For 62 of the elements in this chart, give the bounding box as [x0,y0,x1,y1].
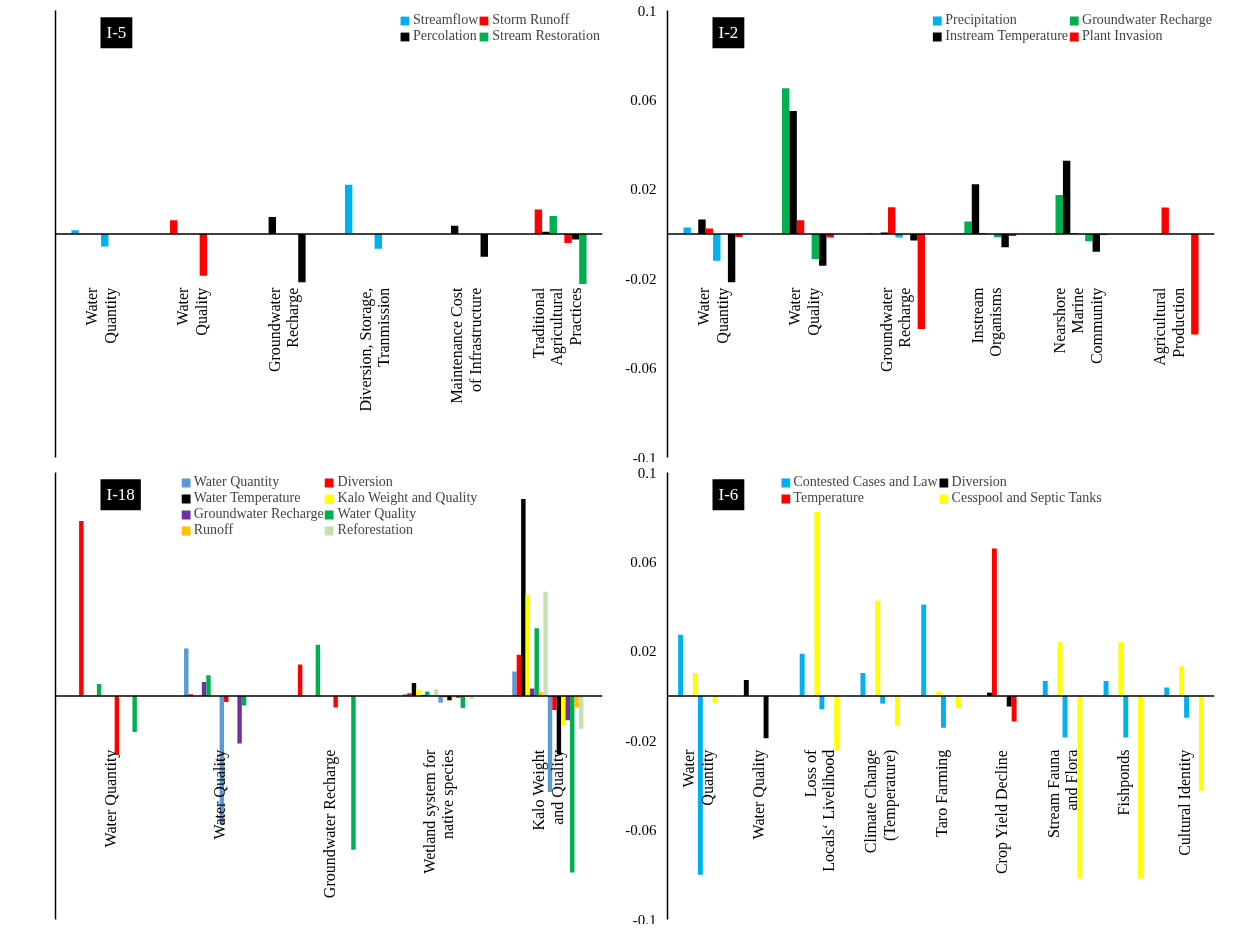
legend-label: Storm Runoff [492,12,570,28]
x-tick-label: Water Quantity [680,748,717,806]
x-tick-label: Wetland system for native species [420,748,458,874]
x-tick-label: Stream Fauna and Flora [1044,749,1081,839]
x-tick-label: Cultural Identity [1175,749,1194,856]
text: I-5 [106,23,127,43]
y-tick-label: -0.06 [625,360,657,377]
legend-label: Groundwater Recharge [193,506,324,522]
x-tick-label: Nearshore Marine Community [1050,287,1106,365]
x-tick-label: Climate Change (Temperature) [862,749,900,854]
y-tick-label: -0.1 [632,911,657,928]
text: I-6 [718,485,739,505]
text: I-2 [718,23,739,43]
legend-label: Stream Restoration [492,28,600,44]
x-tick-label: Water Quality [174,286,212,336]
x-tick-label: Water Quality [786,286,824,336]
legend-label: Groundwater Recharge [1082,12,1212,28]
legend-label: Kalo Weight and Quality [337,490,478,506]
legend-label: Percolation [412,28,477,44]
x-tick-label: Groundwater Recharge [320,749,339,899]
x-tick-label: Water Quality [211,749,230,840]
legend-label: Contested Cases and Law [793,474,938,490]
x-tick-label: Maintenance Cost of Infrastructure [447,287,484,404]
y-tick-label: -0.02 [625,732,657,749]
text: I-18 [106,485,135,505]
legend-label: Diversion [951,474,1007,490]
x-tick-label: Instream Organisms [968,287,1006,357]
x-tick-label: Taro Farming [932,749,951,837]
y-tick-label: 0.02 [630,643,657,660]
y-tick-label: 0.06 [630,91,657,108]
y-tick-label: -0.02 [625,270,657,287]
y-tick-label: 0.1 [637,464,657,481]
legend-label: Reforestation [337,522,414,538]
legend-label: Precipitation [945,12,1017,28]
y-tick-label: 0.02 [630,181,657,198]
legend-label: Water Temperature [193,490,301,506]
x-tick-label: Fishponds [1114,749,1133,816]
legend-label: Diversion [337,474,393,490]
legend-label: Streamflow [412,12,479,28]
x-tick-label: Diversion, Storage, Tranmission [356,287,393,412]
x-tick-label: Agricultural Production [1151,287,1187,366]
y-tick-label: 0.1 [637,2,657,19]
x-tick-label: Groundwater Recharge [265,286,303,373]
legend-label: Water Quantity [193,474,280,490]
y-tick-label: -0.06 [625,822,657,839]
legend-label: Temperature [793,490,864,506]
x-tick-label: Loss of Locals‘ Livelihood [801,748,838,872]
legend-label: Plant Invasion [1082,28,1163,44]
x-tick-label: Water Quantity [695,286,732,344]
x-tick-label: Water Quantity [83,286,120,344]
legend-label: Water Quality [337,506,417,522]
x-tick-label: Crop Yield Decline [993,750,1012,875]
y-tick-label: 0.06 [630,553,657,570]
x-tick-label: Kalo Weight and Quality [529,749,567,831]
x-tick-label: Water Quantity [101,749,120,848]
x-tick-label: Groundwater Recharge [877,286,915,373]
x-tick-label: Water Quality [750,749,769,840]
legend-label: Instream Temperature [945,28,1069,44]
y-tick-label: -0.1 [632,449,657,466]
legend-label: Runoff [193,522,234,538]
legend-label: Cesspool and Septic Tanks [951,490,1102,506]
x-tick-label: Traditional Agricultural Practices [529,287,585,366]
